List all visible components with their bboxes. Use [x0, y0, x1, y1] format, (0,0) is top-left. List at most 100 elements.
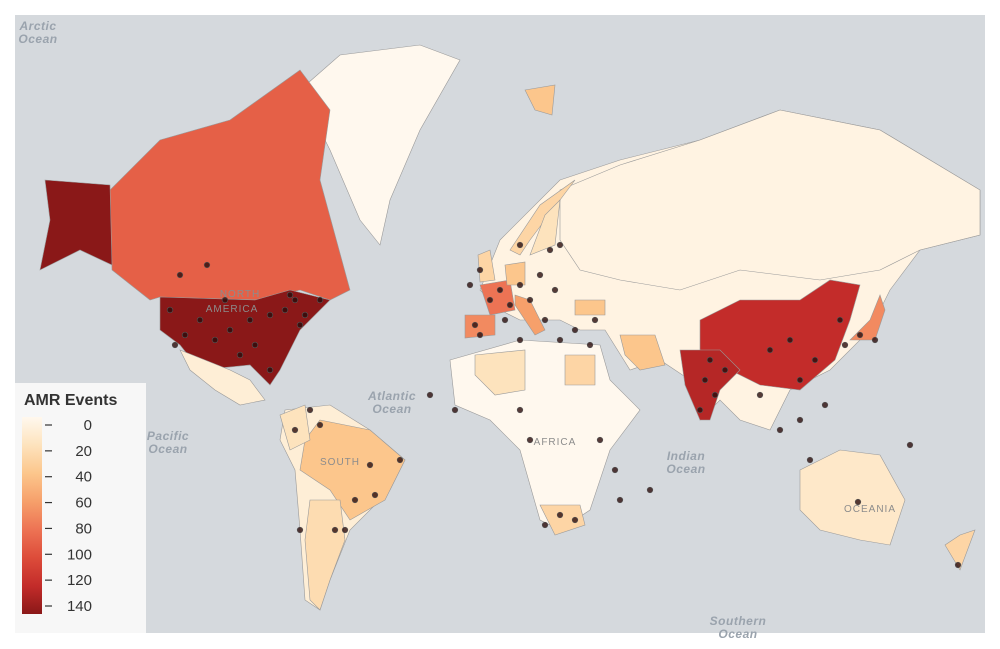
event-dot — [266, 311, 274, 319]
event-dot — [696, 406, 704, 414]
event-dot — [836, 316, 844, 324]
event-dot — [306, 406, 314, 414]
event-dot — [501, 316, 509, 324]
event-dot — [296, 526, 304, 534]
event-dot — [176, 271, 184, 279]
ocean-label: Ocean — [718, 627, 757, 641]
country — [524, 84, 556, 116]
event-dot — [854, 498, 862, 506]
ocean-label: Ocean — [18, 32, 57, 46]
country — [574, 299, 606, 316]
country — [564, 354, 596, 386]
event-dot — [591, 316, 599, 324]
event-dot — [331, 526, 339, 534]
legend: AMR Events 0 20 40 60 80 100 120 140 — [15, 383, 146, 633]
event-dot — [556, 511, 564, 519]
country — [179, 349, 266, 406]
event-dot — [556, 241, 564, 249]
event-dot — [296, 321, 304, 329]
event-dot — [246, 316, 254, 324]
event-dot — [701, 376, 709, 384]
legend-tick-label: 20 — [75, 443, 92, 460]
event-dot — [786, 336, 794, 344]
event-dot — [471, 321, 479, 329]
continent-label: AFRICA — [534, 437, 577, 448]
country — [944, 529, 976, 571]
ocean-label: Arctic — [18, 19, 56, 33]
event-dot — [586, 341, 594, 349]
country — [39, 179, 113, 271]
event-dot — [526, 296, 534, 304]
continent-label: OCEANIA — [844, 504, 896, 515]
event-dot — [811, 356, 819, 364]
event-dot — [341, 526, 349, 534]
event-dot — [796, 416, 804, 424]
continent-label: NORTH — [220, 289, 260, 300]
event-dot — [211, 336, 219, 344]
country — [474, 349, 526, 396]
event-dot — [516, 241, 524, 249]
event-dot — [486, 296, 494, 304]
ocean-label: Ocean — [372, 402, 411, 416]
event-dot — [476, 331, 484, 339]
country — [504, 261, 526, 286]
legend-tick-label: 140 — [67, 598, 92, 615]
country — [799, 449, 906, 546]
event-dot — [351, 496, 359, 504]
event-dot — [611, 466, 619, 474]
event-dot — [721, 366, 729, 374]
event-dot — [541, 316, 549, 324]
event-dot — [806, 456, 814, 464]
ocean-label: Pacific — [147, 429, 189, 443]
event-dot — [291, 296, 299, 304]
country — [849, 294, 886, 341]
event-dot — [821, 401, 829, 409]
event-dot — [166, 306, 174, 314]
event-dot — [841, 341, 849, 349]
event-dot — [281, 306, 289, 314]
land — [39, 44, 981, 611]
event-dot — [776, 426, 784, 434]
event-dot — [796, 376, 804, 384]
event-dot — [371, 491, 379, 499]
event-dot — [316, 296, 324, 304]
event-dots — [166, 241, 962, 569]
country — [109, 69, 351, 301]
event-dot — [711, 391, 719, 399]
event-dot — [766, 346, 774, 354]
event-dot — [291, 426, 299, 434]
event-dot — [906, 441, 914, 449]
event-dot — [301, 311, 309, 319]
country — [299, 44, 461, 246]
country — [464, 314, 496, 339]
event-dot — [171, 341, 179, 349]
ocean-label: Southern — [710, 614, 767, 628]
event-dot — [426, 391, 434, 399]
event-dot — [366, 461, 374, 469]
event-dot — [203, 261, 211, 269]
event-dot — [551, 286, 559, 294]
country — [539, 504, 586, 536]
legend-tick-label: 40 — [75, 469, 92, 486]
event-dot — [266, 366, 274, 374]
event-dot — [536, 271, 544, 279]
event-dot — [451, 406, 459, 414]
legend-tick-label: 60 — [75, 495, 92, 512]
continent-label: SOUTH — [320, 457, 360, 468]
country — [479, 279, 516, 316]
event-dot — [871, 336, 879, 344]
event-dot — [396, 456, 404, 464]
event-dot — [856, 331, 864, 339]
continent-label: AMERICA — [206, 304, 259, 315]
country — [559, 109, 981, 291]
event-dot — [516, 281, 524, 289]
event-dot — [954, 561, 962, 569]
event-dot — [706, 356, 714, 364]
event-dot — [646, 486, 654, 494]
ocean-label: Ocean — [666, 462, 705, 476]
event-dot — [496, 286, 504, 294]
event-dot — [616, 496, 624, 504]
event-dot — [196, 316, 204, 324]
event-dot — [236, 351, 244, 359]
